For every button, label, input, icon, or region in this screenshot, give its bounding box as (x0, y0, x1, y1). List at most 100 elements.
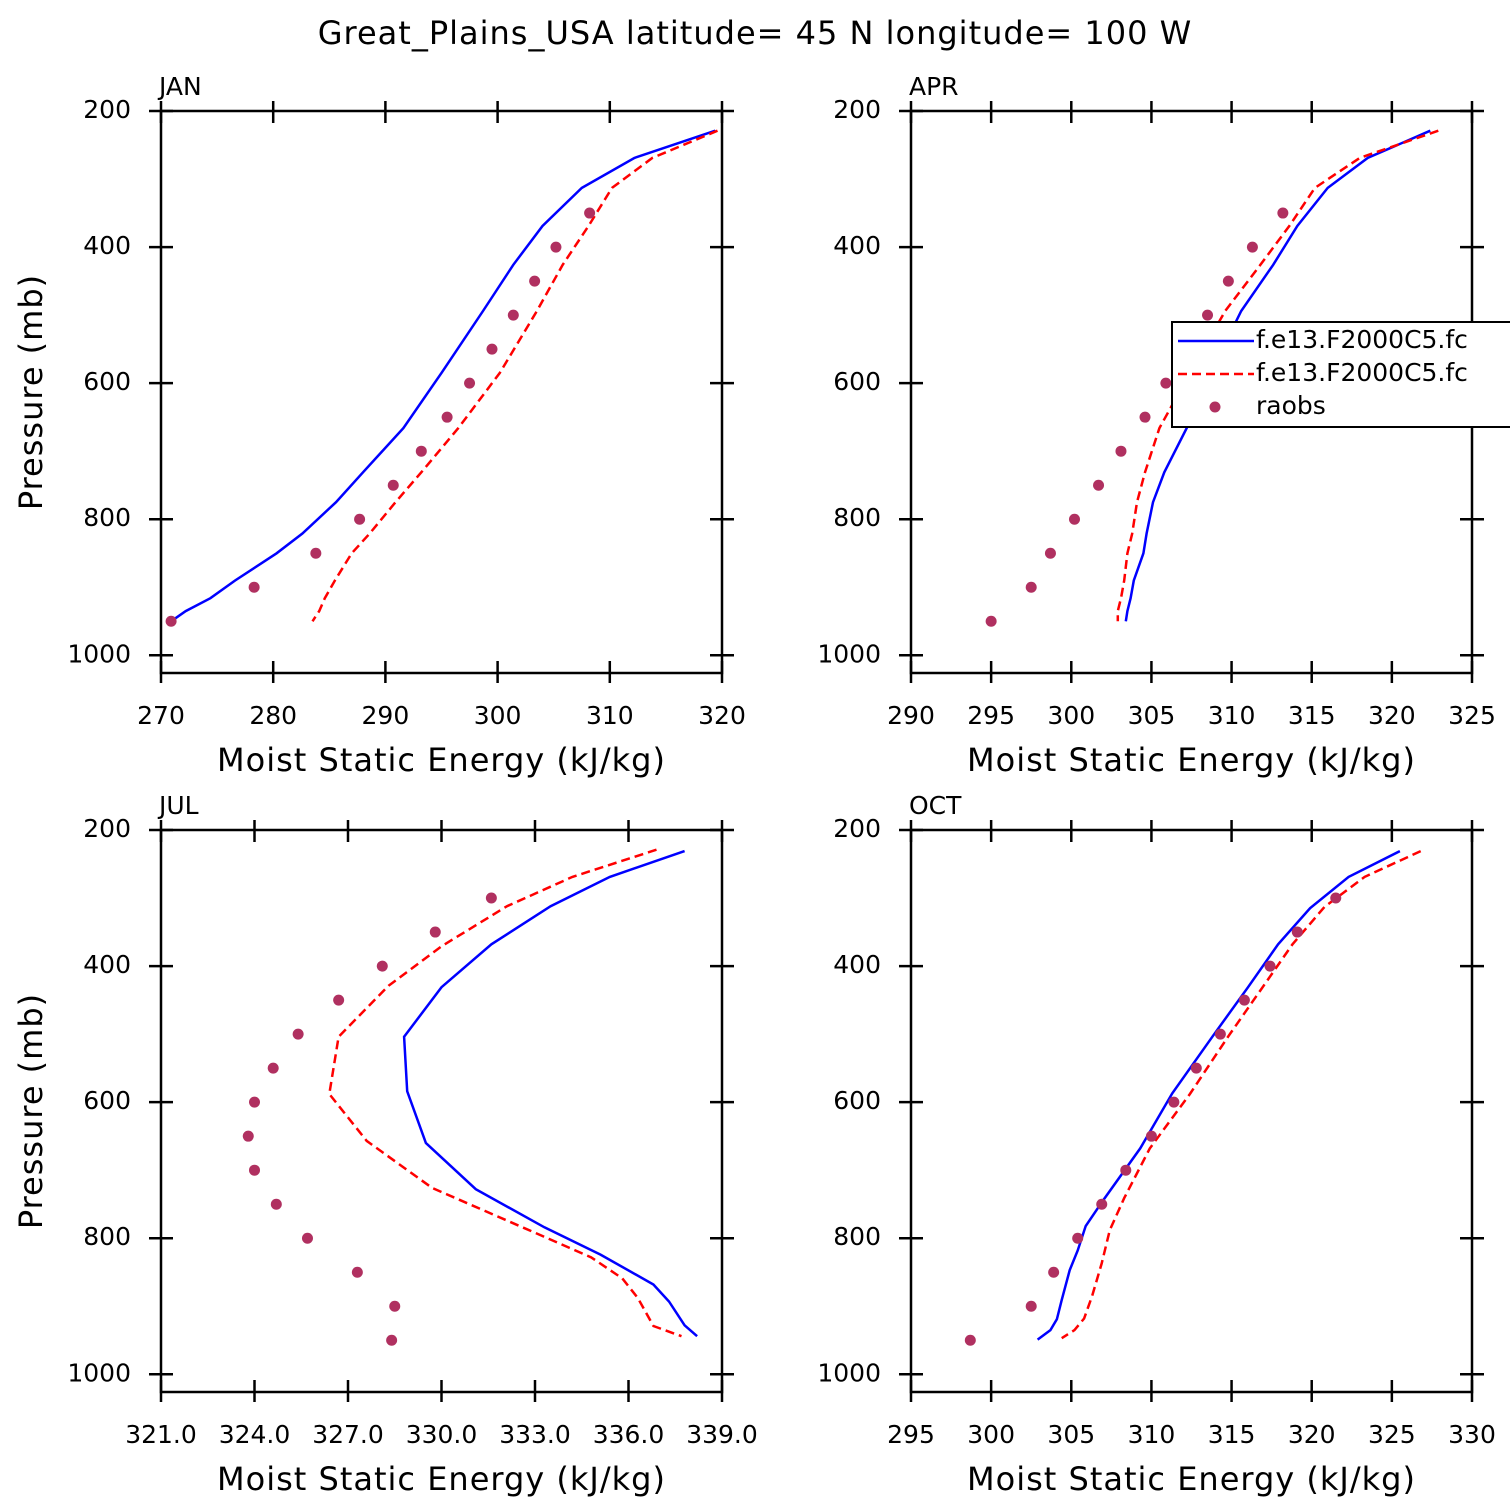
raob-point (389, 1300, 401, 1312)
plot-frame (159, 828, 724, 1394)
x-tick-label: 295 (967, 701, 1015, 730)
raob-point (333, 994, 345, 1006)
raob-point (985, 615, 997, 627)
raob-point (351, 1266, 363, 1278)
raob-point (1264, 960, 1276, 972)
raob-point (1025, 581, 1037, 593)
y-tick-label: 1000 (817, 639, 881, 668)
model-line (1036, 849, 1401, 1341)
x-tick-label: 290 (887, 701, 935, 730)
panel-title: OCT (909, 791, 962, 820)
x-tick-label: 320 (1288, 1420, 1336, 1449)
x-tick-label: 315 (1288, 701, 1336, 730)
raob-point (301, 1232, 313, 1244)
raob-point (529, 275, 541, 287)
raob-point (242, 1130, 254, 1142)
y-tick-label: 600 (83, 1086, 131, 1115)
raob-point (415, 445, 427, 457)
model-line (1116, 129, 1439, 622)
raob-point (1168, 1096, 1180, 1108)
raob-point (1222, 275, 1234, 287)
raob-point (165, 615, 177, 627)
x-axis-label: Moist Static Energy (kJ/kg) (217, 1460, 666, 1498)
y-tick-label: 800 (83, 503, 131, 532)
x-tick-label: 300 (967, 1420, 1015, 1449)
legend-label: f.e13.F2000C5.fc (1256, 358, 1468, 387)
x-tick-label: 315 (1208, 1420, 1256, 1449)
raob-point (1190, 1062, 1202, 1074)
raob-point (1120, 1164, 1132, 1176)
raob-point (1246, 241, 1258, 253)
raob-point (1160, 377, 1172, 389)
raob-point (387, 479, 399, 491)
raob-point (584, 207, 596, 219)
model-line (1061, 849, 1422, 1340)
raob-point (267, 1062, 279, 1074)
raob-point (249, 1096, 260, 1108)
x-tick-label: 325 (1448, 701, 1496, 730)
x-tick-label: 310 (1128, 1420, 1176, 1449)
x-tick-label: 339.0 (686, 1420, 758, 1449)
y-tick-label: 600 (833, 1086, 881, 1115)
raob-point (1093, 479, 1105, 491)
legend-label: raobs (1256, 391, 1326, 420)
raob-point (1139, 411, 1151, 423)
raob-point (354, 513, 366, 525)
x-tick-label: 310 (586, 701, 634, 730)
raob-point (386, 1334, 398, 1346)
panel: JUL Moist Static Energy (kJ/kg) Pressure (… (12, 791, 758, 1498)
raob-point (1115, 445, 1127, 457)
raob-point (1291, 926, 1303, 938)
model-line (311, 129, 718, 622)
raob-point (441, 411, 453, 423)
y-tick-label: 400 (83, 950, 131, 979)
raob-point (1214, 1028, 1226, 1040)
legend-label: f.e13.F2000C5.fc (1256, 325, 1468, 354)
raob-point (486, 343, 498, 355)
raob-point (464, 377, 476, 389)
raob-point (1238, 994, 1250, 1006)
y-tick-label: 800 (833, 503, 881, 532)
x-tick-label: 320 (1368, 701, 1416, 730)
x-tick-label: 325 (1368, 1420, 1416, 1449)
raob-point (270, 1198, 282, 1210)
raob-point (485, 892, 497, 904)
y-tick-label: 600 (83, 367, 131, 396)
x-tick-label: 280 (249, 701, 297, 730)
panel-title: JAN (157, 72, 202, 101)
raob-point (1277, 207, 1289, 219)
y-tick-label: 600 (833, 367, 881, 396)
model-line (327, 848, 682, 1338)
raob-point (429, 926, 441, 938)
x-tick-label: 321.0 (125, 1420, 197, 1449)
model-line (402, 849, 698, 1338)
panel-title: JUL (157, 791, 199, 820)
legend: f.e13.F2000C5.fc f.e13.F2000C5.fc raobs (1171, 321, 1510, 428)
raob-point (1096, 1198, 1108, 1210)
x-axis-label: Moist Static Energy (kJ/kg) (217, 741, 666, 779)
y-tick-label: 800 (83, 1222, 131, 1251)
raob-point (1048, 1266, 1060, 1278)
raob-point (248, 581, 260, 593)
plot-frame (909, 828, 1474, 1394)
raob-point (964, 1334, 976, 1346)
panel: OCT Moist Static Energy (kJ/kg) 295 300 305 3… (817, 791, 1495, 1498)
raob-point (249, 1164, 260, 1176)
x-tick-label: 300 (474, 701, 522, 730)
panel: JAN Moist Static Energy (kJ/kg) Pressure (… (12, 72, 746, 779)
x-axis-label: Moist Static Energy (kJ/kg) (967, 1460, 1416, 1498)
raob-point (1145, 1130, 1157, 1142)
x-tick-label: 333.0 (499, 1420, 571, 1449)
y-axis-label: Pressure (mb) (12, 274, 50, 510)
x-tick-label: 305 (1128, 701, 1176, 730)
x-tick-label: 330.0 (406, 1420, 478, 1449)
plot-frame (159, 109, 724, 675)
y-tick-label: 200 (83, 814, 131, 843)
panel-title: APR (909, 72, 959, 101)
raob-point (1330, 892, 1342, 904)
raob-point (310, 547, 322, 559)
y-tick-label: 800 (833, 1222, 881, 1251)
y-tick-label: 1000 (817, 1358, 881, 1387)
raob-point (1044, 547, 1056, 559)
model-line (1124, 129, 1431, 622)
